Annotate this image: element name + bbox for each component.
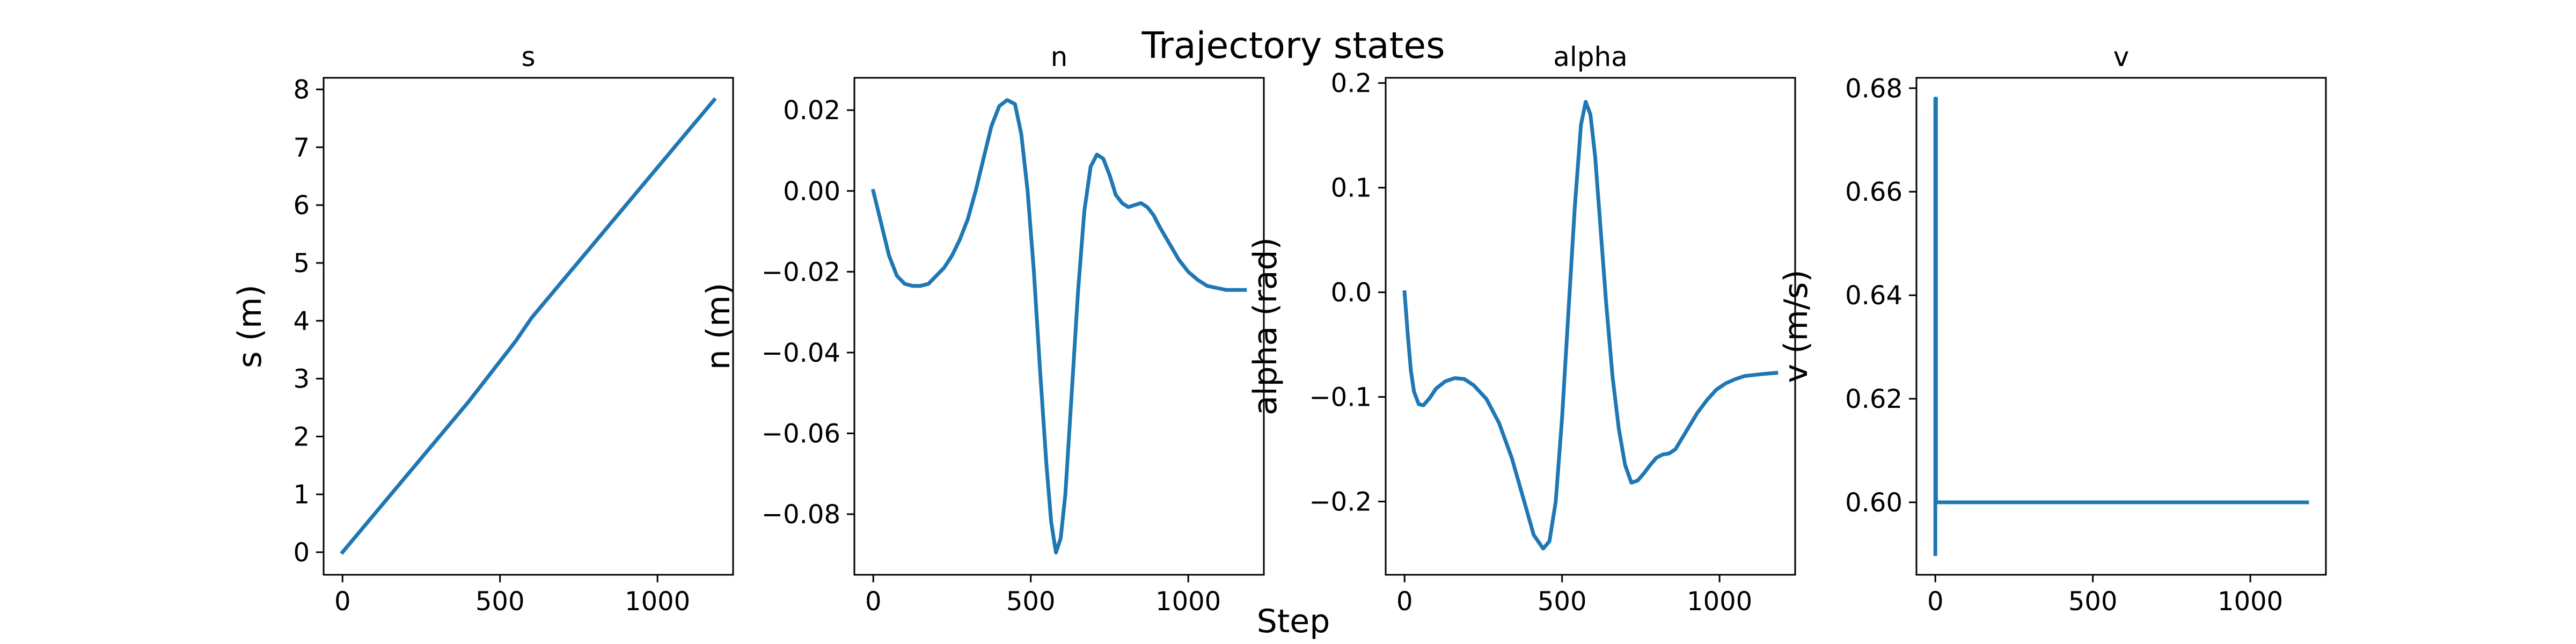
subplot-alpha: alpha 0 500 1000 0.2 0.1 0.0 −0.1 −0.2 alpha (rad… [1247, 41, 1796, 617]
x-tick-label: 500 [1538, 587, 1587, 617]
x-tick-label: 0 [334, 587, 351, 617]
series-line-v [1933, 97, 2309, 556]
y-axis-label: s (m) [231, 284, 269, 368]
figure-xlabel: Step [1257, 603, 1330, 640]
y-tick-label: 7 [293, 133, 310, 163]
y-axis-label: alpha (rad) [1247, 237, 1284, 415]
subplot-s: s 0 500 1000 0 1 2 3 4 5 6 7 8 s (m) [231, 41, 734, 617]
subplot-title: s [521, 41, 535, 72]
subplot-title: v [2113, 41, 2129, 72]
y-tick-label: 0.64 [1845, 281, 1902, 311]
x-tick-label: 500 [475, 587, 525, 617]
x-tick-label: 1000 [625, 587, 690, 617]
figure-title: Trajectory states [1141, 25, 1445, 67]
y-tick-label: 0.00 [783, 177, 840, 207]
y-tick-label: 0.66 [1845, 177, 1902, 207]
y-tick-label: 5 [293, 248, 310, 279]
y-tick-label: −0.2 [1309, 487, 1372, 517]
x-tick-label: 500 [1006, 587, 1056, 617]
y-tick-label: 3 [293, 364, 310, 394]
y-tick-label: −0.1 [1309, 383, 1372, 413]
y-tick-label: 0.02 [783, 96, 840, 126]
subplot-v: v 0 500 1000 0.60 0.62 0.64 0.66 0.68 v (m/s) [1777, 41, 2327, 617]
series-line-n [870, 98, 1247, 555]
x-tick-label: 0 [1927, 587, 1944, 617]
x-tick-label: 500 [2068, 587, 2118, 617]
series-line-s [340, 97, 717, 555]
series-line-alpha [1402, 100, 1779, 551]
axes-frame [323, 77, 734, 576]
y-tick-label: 0.68 [1845, 74, 1902, 104]
y-tick-label: 2 [293, 422, 310, 452]
y-tick-label: 0 [293, 538, 310, 568]
subplot-n: n 0 500 1000 0.02 0.00 −0.02 −0.04 −0.06 −0.08 n (… [700, 41, 1265, 617]
x-tick-label: 1000 [2218, 587, 2283, 617]
y-tick-label: 0.62 [1845, 384, 1902, 414]
y-tick-label: −0.08 [762, 500, 840, 530]
x-tick-label: 1000 [1155, 587, 1221, 617]
y-tick-label: −0.04 [762, 338, 840, 368]
axes-frame [853, 77, 1265, 576]
y-tick-label: 0.0 [1331, 278, 1372, 308]
y-tick-label: 0.2 [1331, 69, 1372, 99]
y-axis-label: v (m/s) [1777, 269, 1815, 383]
y-tick-label: 6 [293, 191, 310, 221]
y-tick-label: −0.06 [762, 419, 840, 449]
y-tick-label: 0.1 [1331, 173, 1372, 203]
y-tick-label: 0.60 [1845, 488, 1902, 518]
y-tick-label: 4 [293, 306, 310, 336]
y-tick-label: 8 [293, 75, 310, 105]
y-tick-label: −0.02 [762, 257, 840, 287]
subplot-title: alpha [1553, 41, 1628, 72]
subplot-title: n [1051, 41, 1068, 72]
x-tick-label: 0 [865, 587, 882, 617]
axes-frame [1385, 77, 1796, 576]
x-tick-label: 1000 [1687, 587, 1752, 617]
y-tick-label: 1 [293, 480, 310, 510]
y-axis-label: n (m) [700, 283, 737, 370]
x-tick-label: 0 [1396, 587, 1413, 617]
axes-frame [1915, 77, 2327, 576]
